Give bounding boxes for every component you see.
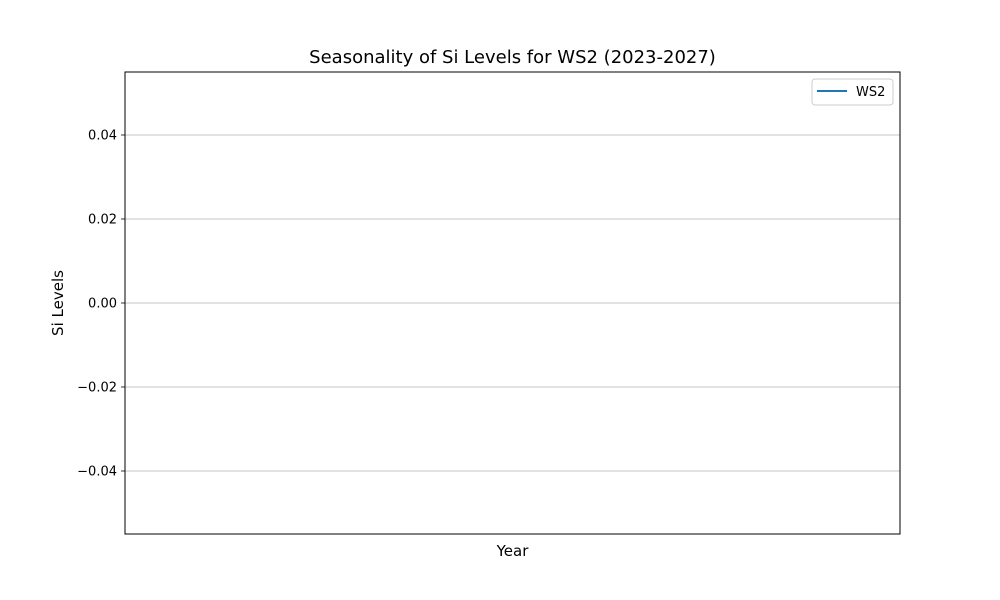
y-tick-label: −0.02 bbox=[77, 381, 117, 396]
y-axis-label: Si Levels bbox=[49, 270, 67, 336]
legend-label-ws2: WS2 bbox=[856, 85, 885, 100]
y-axis-ticks: −0.04 −0.02 0.00 0.02 0.04 bbox=[77, 129, 125, 480]
chart-title: Seasonality of Si Levels for WS2 (2023-2… bbox=[309, 47, 716, 68]
gridlines bbox=[125, 134, 900, 472]
x-axis-label: Year bbox=[496, 542, 530, 560]
y-tick-label: −0.04 bbox=[77, 465, 117, 480]
legend: WS2 bbox=[811, 78, 894, 106]
y-tick-label: 0.04 bbox=[88, 129, 117, 144]
y-tick-label: 0.00 bbox=[88, 297, 117, 312]
legend-box bbox=[811, 78, 894, 106]
y-tick-label: 0.02 bbox=[88, 213, 117, 228]
